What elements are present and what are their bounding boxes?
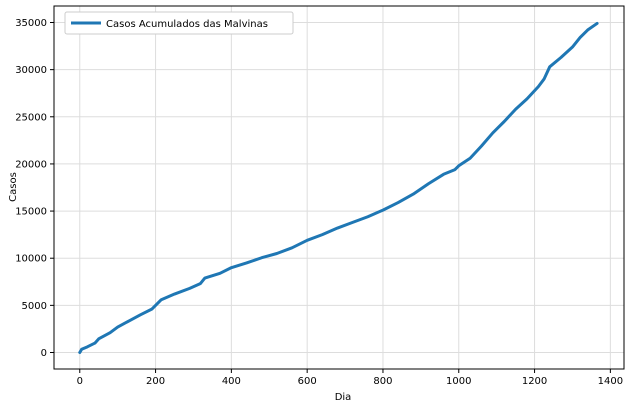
grid <box>54 6 624 369</box>
y-tick-label: 5000 <box>22 301 47 312</box>
x-tick-label: 800 <box>373 376 392 387</box>
y-tick-label: 25000 <box>15 112 47 123</box>
y-tick-label: 30000 <box>15 65 47 76</box>
y-tick-label: 35000 <box>15 18 47 29</box>
x-tick-label: 1000 <box>446 376 471 387</box>
series-line <box>78 21 599 354</box>
y-axis-label: Casos <box>8 172 19 202</box>
x-tick-label: 1400 <box>598 376 623 387</box>
y-tick-label: 15000 <box>15 207 47 218</box>
y-tick-label: 10000 <box>15 254 47 265</box>
legend: Casos Acumulados das Malvinas <box>64 11 294 35</box>
x-tick-label: 0 <box>77 376 83 387</box>
x-tick-label: 600 <box>298 376 317 387</box>
x-axis: 0 200 400 600 800 1000 1200 1400 <box>77 369 623 387</box>
x-tick-label: 1200 <box>522 376 547 387</box>
legend-box <box>64 11 294 35</box>
x-tick-label: 400 <box>222 376 241 387</box>
x-axis-label: Dia <box>335 392 352 403</box>
y-axis: 0 5000 10000 15000 20000 25000 30000 35000 <box>15 18 54 359</box>
y-tick-label: 0 <box>41 348 47 359</box>
series-layer <box>78 21 599 354</box>
plot-frame <box>53 5 625 370</box>
legend-label: Casos Acumulados das Malvinas <box>106 19 268 30</box>
x-tick-label: 200 <box>146 376 165 387</box>
y-tick-label: 20000 <box>15 159 47 170</box>
